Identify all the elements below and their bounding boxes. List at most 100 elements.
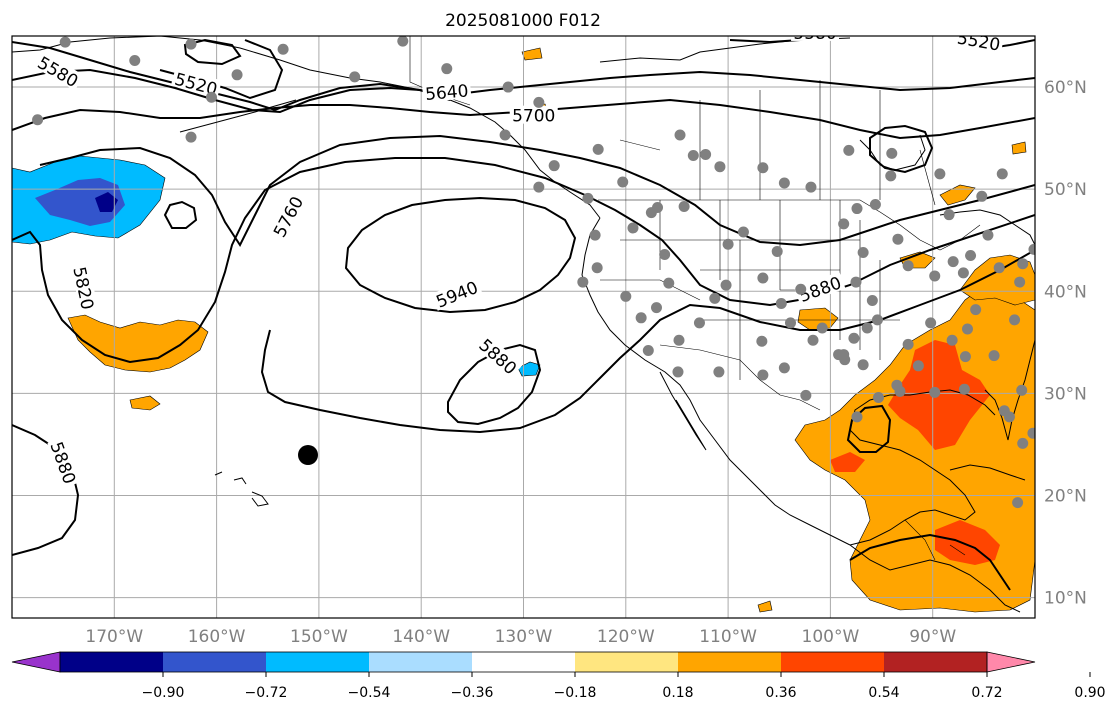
figure-title: 2025081000 F012 xyxy=(445,11,601,31)
station-marker xyxy=(577,276,589,288)
station-marker xyxy=(988,350,1000,362)
station-marker xyxy=(548,160,560,172)
positive-anomaly-small-7 xyxy=(757,600,773,613)
station-marker xyxy=(589,229,601,241)
contour-label-bg xyxy=(170,68,222,98)
station-marker xyxy=(816,322,828,334)
station-marker xyxy=(866,294,878,306)
station-markers xyxy=(32,36,1035,509)
station-marker xyxy=(1012,497,1024,509)
coastline-canada-east xyxy=(939,209,1035,246)
contour-5580 xyxy=(12,41,451,112)
station-marker xyxy=(722,238,734,250)
coastline-central-america xyxy=(849,544,1021,613)
station-marker xyxy=(912,360,924,372)
longitude-label: 160°W xyxy=(188,627,246,647)
station-marker xyxy=(947,256,959,268)
station-marker xyxy=(757,162,769,174)
latitude-label: 30°N xyxy=(1044,384,1087,404)
contour-label-bg xyxy=(509,105,558,124)
border-states-2 xyxy=(620,239,900,321)
station-marker xyxy=(502,81,514,93)
longitude-label: 150°W xyxy=(290,627,348,647)
contour-label-bg xyxy=(791,36,840,41)
colorbar-frame xyxy=(59,651,988,673)
station-marker xyxy=(982,229,994,241)
station-marker xyxy=(1014,276,1026,288)
station-marker xyxy=(1016,384,1028,396)
contour-label-bg xyxy=(70,262,99,314)
colorbar-tick-label: 0.18 xyxy=(662,685,693,701)
station-marker xyxy=(674,129,686,141)
colorbar-tick-label: −0.90 xyxy=(142,685,185,701)
station-marker xyxy=(857,246,869,258)
colorbar-tick-label: −0.54 xyxy=(348,685,391,701)
station-marker xyxy=(851,203,863,215)
latitude-label: 40°N xyxy=(1044,282,1087,302)
station-marker xyxy=(943,209,955,221)
station-marker xyxy=(778,362,790,374)
station-marker xyxy=(957,267,969,279)
station-marker xyxy=(996,168,1008,180)
colorbar-segment xyxy=(472,652,576,672)
border-canada-provinces xyxy=(619,80,936,206)
station-marker xyxy=(1017,258,1029,270)
contour-small-low-1 xyxy=(163,200,198,229)
station-marker xyxy=(617,176,629,188)
station-marker xyxy=(934,168,946,180)
latitude-labels: 10°N 20°N 30°N 40°N 50°N 60°N xyxy=(1044,78,1087,609)
border-us-mexico xyxy=(659,344,821,411)
coastline-gulf xyxy=(849,389,996,546)
station-marker xyxy=(757,272,769,284)
latitude-label: 10°N xyxy=(1044,589,1087,609)
station-marker xyxy=(976,190,988,202)
contour-label: 5700 xyxy=(512,107,555,127)
border-central-america xyxy=(904,519,966,561)
station-marker xyxy=(592,143,604,155)
station-marker xyxy=(231,69,243,81)
station-marker xyxy=(838,218,850,230)
coastline-aleutians xyxy=(179,99,297,133)
colorbar-extend-high xyxy=(986,651,1036,673)
contour-5760 xyxy=(39,134,1035,248)
contour-5520-inner xyxy=(183,38,242,66)
contour-label-bg xyxy=(953,36,1005,54)
station-marker xyxy=(778,177,790,189)
station-marker xyxy=(925,317,937,329)
station-marker xyxy=(659,249,671,261)
station-marker xyxy=(902,260,914,272)
station-marker xyxy=(946,334,958,346)
latitude-label: 60°N xyxy=(1044,78,1087,98)
station-marker xyxy=(678,201,690,213)
negative-anomaly-mid xyxy=(35,178,125,226)
contour-small-low-2 xyxy=(869,124,934,174)
colorbar-segment xyxy=(678,652,782,672)
station-marker xyxy=(277,43,289,55)
longitude-label: 90°W xyxy=(909,627,956,647)
map-frame xyxy=(11,35,1036,619)
station-marker xyxy=(582,192,594,204)
longitude-label: 120°W xyxy=(597,627,655,647)
station-marker xyxy=(714,161,726,173)
station-marker xyxy=(652,202,664,214)
longitude-label: 100°W xyxy=(802,627,860,647)
station-marker xyxy=(687,149,699,161)
station-marker xyxy=(533,96,545,108)
station-marker xyxy=(843,144,855,156)
station-marker xyxy=(627,222,639,234)
station-marker xyxy=(59,36,71,48)
station-marker xyxy=(441,63,453,75)
station-marker xyxy=(861,322,873,334)
contour-central-america xyxy=(849,533,1011,591)
station-marker xyxy=(970,304,982,316)
station-marker xyxy=(1028,243,1035,255)
station-marker xyxy=(902,338,914,350)
station-marker xyxy=(185,131,197,143)
colorbar-tick-label: −0.72 xyxy=(245,685,288,701)
contour-5940 xyxy=(344,196,577,314)
colorbar-tick-label: −0.18 xyxy=(554,685,597,701)
station-marker xyxy=(663,277,675,289)
positive-anomaly-north-pacific xyxy=(67,314,209,373)
station-marker xyxy=(185,38,197,50)
